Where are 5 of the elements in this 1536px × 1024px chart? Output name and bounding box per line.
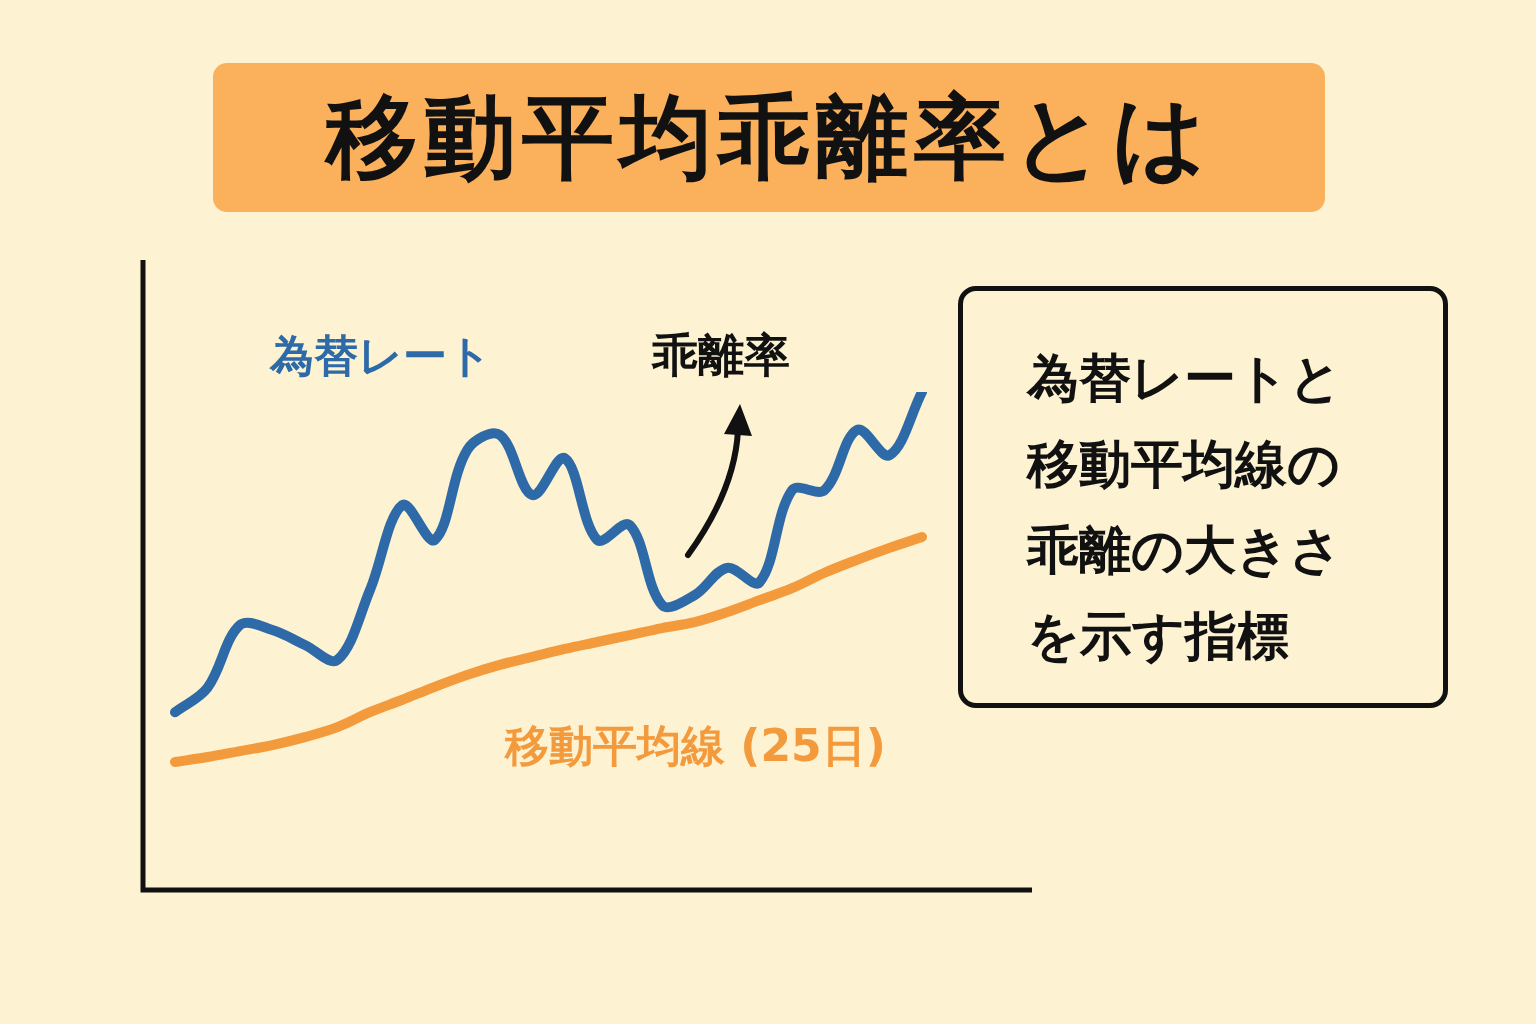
- series-label: 移動平均線 (25日): [504, 720, 886, 772]
- series-label: 為替レート: [269, 330, 492, 382]
- text: 為替レートと移動平均線の乖離の大きさを示す指標: [958, 286, 1448, 708]
- chart-title: 移動平均乖離率とは: [326, 82, 1212, 193]
- text: 乖離率: [652, 327, 790, 384]
